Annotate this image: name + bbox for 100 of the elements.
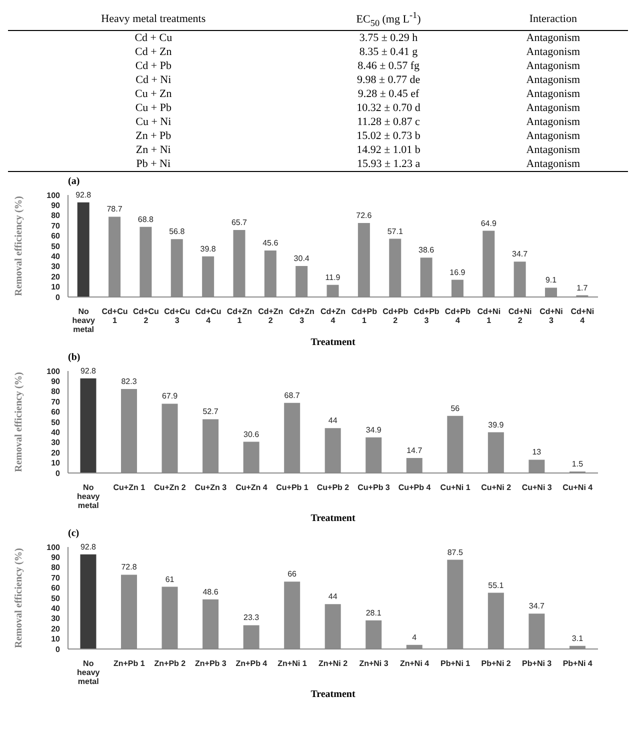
text: Zn + Ni — [136, 144, 171, 156]
y-tick-label: 50 — [51, 418, 61, 427]
y-tick-label: 20 — [51, 448, 61, 458]
y-tick-label: 70 — [51, 221, 61, 230]
data-label: 34.7 — [528, 601, 546, 610]
data-label: 44 — [328, 416, 338, 425]
data-label: 68.7 — [284, 390, 300, 400]
text: Antagonism — [526, 130, 580, 142]
y-tick-label: 70 — [51, 397, 61, 406]
text: 14.92 ± 1.01 b — [356, 144, 420, 156]
text: 8.35 ± 0.41 g — [359, 46, 418, 58]
data-label: 11.9 — [325, 272, 341, 282]
x-tick-label: Cu+Pb 1 — [276, 482, 309, 492]
data-label: 34.9 — [366, 425, 382, 434]
data-label: 57.1 — [387, 226, 404, 236]
x-tick-label: Cd+Ni 3 — [540, 306, 563, 325]
x-tick-label: Zn+Pb 3 — [195, 658, 227, 668]
x-tick-label: Cd+Pb 3 — [414, 306, 440, 325]
text: Pb + Ni — [136, 158, 171, 170]
x-tick-label: Cd+Cu 3 — [164, 306, 190, 325]
y-tick-label: 50 — [51, 242, 61, 251]
x-tick-label: Cd+Cu 4 — [195, 306, 222, 325]
data-label: 13 — [532, 448, 542, 457]
data-label: 61 — [165, 574, 175, 584]
text: Antagonism — [526, 144, 580, 156]
x-tick-label: Cu+Zn 1 — [113, 482, 146, 492]
text: Antagonism — [526, 46, 580, 58]
y-tick-label: 20 — [51, 272, 61, 282]
category-label: Heavy metal treatments — [100, 12, 207, 27]
text: Cd + Cu — [134, 32, 172, 44]
category-label: Interaction — [528, 12, 578, 27]
data-label: 56.8 — [169, 226, 186, 236]
data-label: 30.4 — [294, 254, 310, 263]
y-tick-label: 90 — [51, 200, 61, 210]
y-tick-label: 60 — [51, 231, 61, 240]
x-tick-label: Cd+Zn 3 — [289, 306, 314, 325]
x-tick-label: No heavy metal — [77, 482, 100, 510]
text: Antagonism — [526, 102, 580, 114]
x-tick-label: Pb+Ni 2 — [481, 658, 512, 668]
text: Cu + Ni — [136, 116, 172, 128]
x-tick-label: Cu+Ni 4 — [562, 482, 594, 492]
y-tick-label: 60 — [51, 407, 61, 416]
text: Cu + Zn — [135, 88, 172, 100]
x-tick-label: Pb+Ni 1 — [440, 658, 471, 668]
y-axis-title: Removal efficiency (%) — [14, 372, 25, 472]
y-tick-label: 100 — [46, 542, 61, 552]
text: Antagonism — [526, 158, 580, 170]
text: 11.28 ± 0.87 c — [357, 116, 420, 128]
chart-title: (b) — [68, 352, 82, 363]
text: Antagonism — [526, 60, 580, 72]
data-label: 72.8 — [121, 562, 138, 572]
y-tick-label: 20 — [51, 624, 61, 634]
text: Cd + Ni — [136, 74, 172, 86]
data-label: 9.1 — [545, 276, 558, 285]
chart-title: (c) — [68, 528, 80, 539]
text: Antagonism — [526, 32, 580, 44]
y-tick-label: 30 — [51, 614, 61, 624]
x-tick-label: Cd+Zn 1 — [226, 306, 252, 325]
x-tick-label: Pb+Ni 4 — [562, 658, 593, 668]
x-tick-label: Cd+Ni 1 — [477, 306, 501, 325]
x-tick-label: Cu+Ni 2 — [481, 482, 512, 492]
data-label: 65.7 — [231, 218, 248, 227]
x-tick-label: Cd+Zn 2 — [258, 306, 284, 325]
data-label: 39.8 — [200, 244, 216, 254]
category-label: EC$_{50}$ (mg L$^{-1}$) — [355, 9, 422, 30]
data-label: 3.1 — [572, 634, 584, 643]
y-axis-title: Removal efficiency (%) — [14, 548, 25, 648]
text: Antagonism — [526, 74, 580, 86]
x-tick-label: Cu+Pb 2 — [316, 482, 350, 492]
x-tick-label: Cd+Ni 4 — [570, 306, 594, 325]
data-label: 4 — [412, 632, 418, 642]
data-label: 66 — [288, 570, 298, 579]
data-label: 1.5 — [572, 459, 584, 468]
x-tick-label: Cd+Pb 2 — [382, 306, 408, 325]
data-label: 92.8 — [80, 366, 97, 376]
text: 15.02 ± 0.73 b — [356, 130, 420, 142]
y-tick-label: 60 — [51, 583, 61, 592]
y-tick-label: 30 — [51, 438, 61, 448]
text: 9.28 ± 0.45 ef — [358, 88, 420, 100]
data-label: 55.1 — [488, 580, 504, 590]
data-label: 48.6 — [202, 587, 219, 596]
data-label: 38.6 — [418, 245, 435, 254]
x-tick-label: No heavy metal — [77, 658, 100, 686]
x-tick-label: Cu+Pb 4 — [398, 482, 432, 492]
y-tick-label: 40 — [51, 604, 61, 613]
y-tick-label: 10 — [51, 458, 61, 468]
y-tick-label: 100 — [46, 366, 61, 376]
data-label: 68.8 — [138, 214, 154, 224]
x-axis-title: Treatment — [310, 688, 356, 700]
text: Zn + Pb — [136, 130, 172, 142]
data-label: 23.3 — [244, 613, 260, 622]
x-tick-label: Cd+Cu 2 — [132, 306, 160, 325]
y-tick-label: 80 — [51, 211, 61, 220]
text: 10.32 ± 0.70 d — [356, 102, 420, 114]
data-label: 72.6 — [356, 210, 372, 220]
bar — [77, 202, 90, 297]
chart-title: (a) — [68, 176, 81, 187]
x-tick-label: Cd+Ni 2 — [508, 306, 532, 325]
data-label: 34.7 — [512, 249, 528, 258]
x-tick-label: Zn+Pb 1 — [113, 658, 146, 668]
